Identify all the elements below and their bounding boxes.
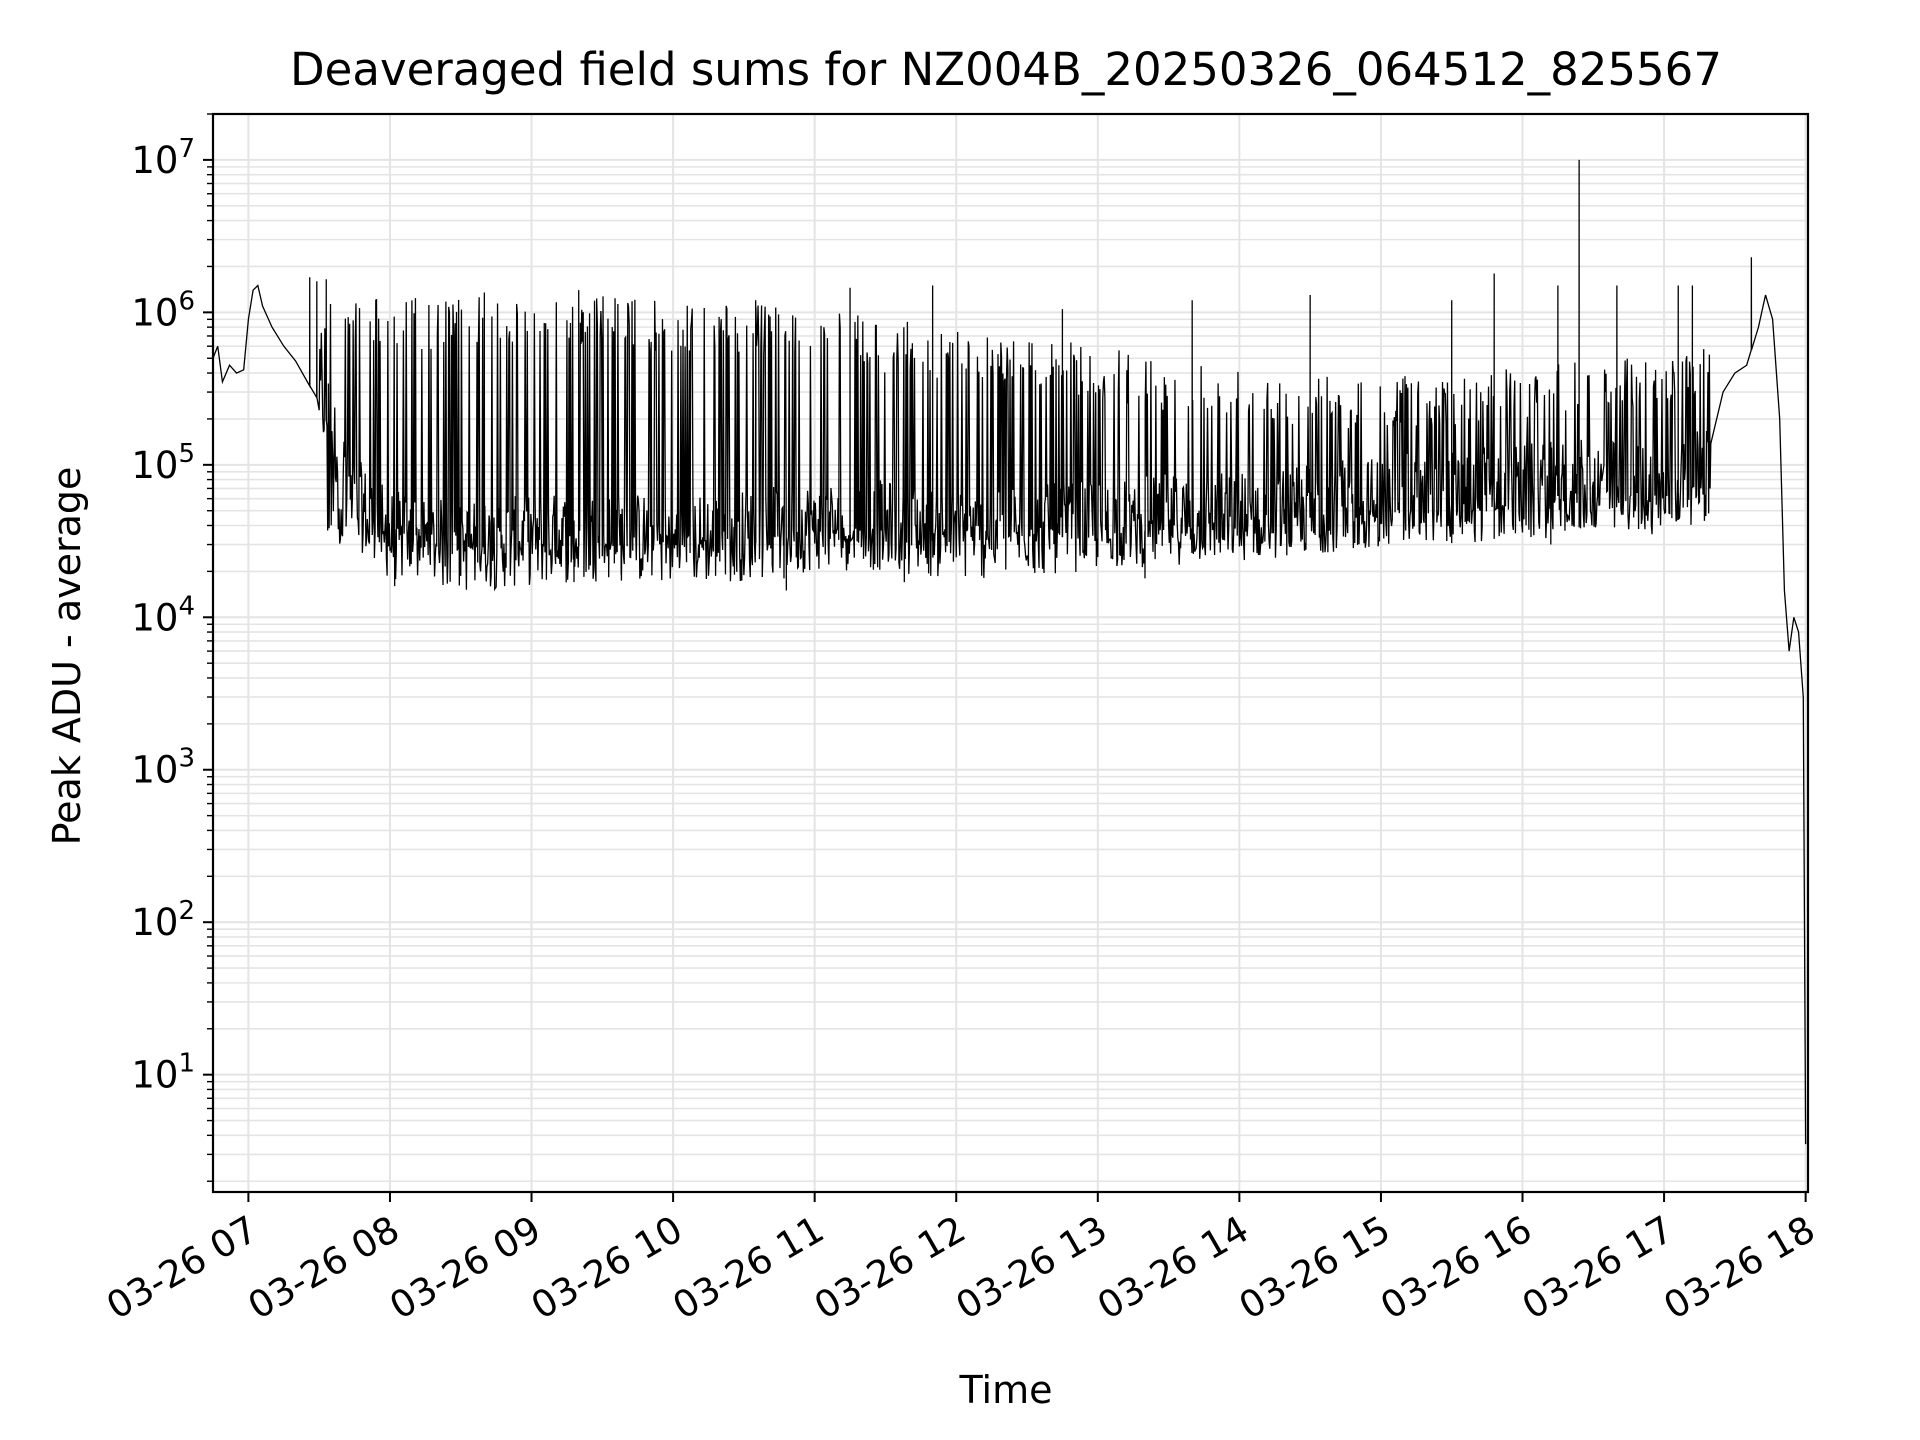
series-line xyxy=(213,159,1807,1145)
y-tick-label: 103 xyxy=(131,744,195,792)
plot-frame xyxy=(211,112,1810,1194)
x-tick-label: 03-26 13 xyxy=(949,1208,1115,1328)
x-tick-label: 03-26 12 xyxy=(807,1208,973,1328)
y-tick-label: 106 xyxy=(131,286,195,334)
y-tick-label: 102 xyxy=(131,896,195,944)
y-axis-label: Peak ADU - average xyxy=(45,467,89,846)
x-tick-label: 03-26 08 xyxy=(241,1208,407,1328)
x-tick-label: 03-26 11 xyxy=(666,1208,832,1328)
y-tick-label: 105 xyxy=(131,439,195,487)
y-tick-label: 104 xyxy=(131,591,195,639)
grid-layer xyxy=(213,113,1808,1192)
x-tick-label: 03-26 07 xyxy=(99,1208,265,1328)
x-axis-label: Time xyxy=(959,1368,1053,1412)
x-tick-label: 03-26 17 xyxy=(1515,1208,1681,1328)
x-tick-label: 03-26 18 xyxy=(1657,1208,1823,1328)
y-tick-label: 107 xyxy=(131,134,195,182)
x-tick-label: 03-26 15 xyxy=(1232,1208,1398,1328)
chart-title: Deaveraged field sums for NZ004B_2025032… xyxy=(290,43,1722,96)
x-tick-label: 03-26 09 xyxy=(382,1208,548,1328)
x-tick-label: 03-26 10 xyxy=(524,1208,690,1328)
x-tick-label: 03-26 16 xyxy=(1373,1208,1539,1328)
y-tick-label: 101 xyxy=(131,1049,195,1097)
data-layer xyxy=(213,159,1807,1145)
x-tick-label: 03-26 14 xyxy=(1090,1208,1256,1328)
